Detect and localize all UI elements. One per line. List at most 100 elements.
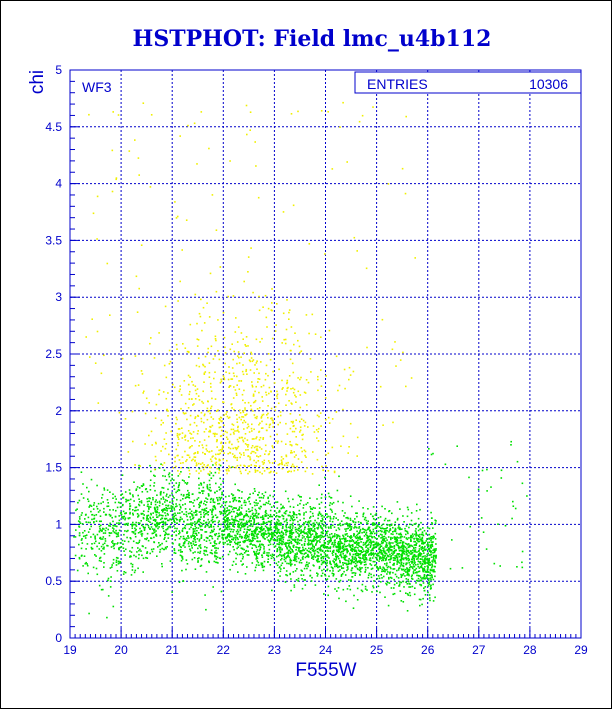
data-point <box>382 550 385 552</box>
data-point <box>280 503 282 506</box>
data-point <box>219 477 221 480</box>
data-point <box>321 514 324 517</box>
data-point <box>402 549 404 552</box>
data-point <box>368 526 371 529</box>
data-point <box>97 502 100 505</box>
data-point <box>256 522 258 525</box>
data-point <box>150 430 153 433</box>
data-point <box>298 533 300 535</box>
data-point <box>135 506 138 508</box>
data-point <box>308 522 311 524</box>
data-point <box>423 547 425 549</box>
data-point <box>236 543 239 546</box>
data-point <box>281 514 283 517</box>
data-point <box>393 547 396 550</box>
data-point <box>254 364 256 366</box>
data-point <box>326 516 328 519</box>
data-point <box>261 337 263 340</box>
data-point <box>196 464 198 466</box>
data-point <box>259 500 261 502</box>
data-point <box>261 472 263 475</box>
data-point <box>189 501 191 503</box>
data-point <box>343 555 346 557</box>
data-point <box>270 538 273 540</box>
data-point <box>187 467 190 469</box>
data-point <box>318 560 321 563</box>
data-point <box>216 516 219 518</box>
data-point <box>125 498 127 501</box>
data-point <box>313 539 316 542</box>
data-point <box>160 423 162 426</box>
data-point <box>181 511 183 513</box>
data-point <box>80 547 83 550</box>
data-point <box>254 504 256 507</box>
data-point <box>316 458 319 461</box>
data-point <box>406 538 409 541</box>
data-point <box>313 431 316 433</box>
data-point <box>261 554 263 556</box>
data-point <box>340 542 342 545</box>
data-point <box>216 556 219 559</box>
data-point <box>254 529 256 531</box>
data-point <box>321 535 324 538</box>
data-point <box>423 548 426 551</box>
data-point <box>210 345 213 348</box>
data-point <box>175 343 178 346</box>
data-point <box>292 512 295 514</box>
data-point <box>235 563 237 565</box>
data-point <box>204 554 206 556</box>
data-point <box>156 523 159 525</box>
data-point <box>187 489 189 492</box>
data-point <box>143 514 145 516</box>
data-point <box>355 560 357 562</box>
data-point <box>178 530 181 532</box>
data-point <box>201 329 203 332</box>
data-point <box>349 422 352 425</box>
data-point <box>332 554 334 556</box>
data-point <box>422 527 424 529</box>
data-point <box>326 546 329 548</box>
data-point <box>404 542 407 545</box>
data-point <box>259 455 262 457</box>
data-point <box>253 520 256 522</box>
data-point <box>243 552 246 554</box>
data-point <box>231 518 233 520</box>
data-point <box>171 542 174 544</box>
data-point <box>292 559 295 561</box>
data-point <box>425 533 428 535</box>
data-point <box>126 530 128 533</box>
data-point <box>317 523 319 525</box>
data-point <box>179 499 182 502</box>
data-point <box>320 501 323 504</box>
data-point <box>398 555 401 558</box>
data-point <box>428 527 431 530</box>
data-point <box>112 542 114 545</box>
data-point <box>210 416 213 418</box>
data-point <box>290 326 293 328</box>
data-point <box>143 526 145 529</box>
data-point <box>348 562 351 565</box>
data-point <box>309 539 312 542</box>
data-point <box>306 561 308 564</box>
data-point <box>235 519 237 522</box>
data-point <box>251 562 254 564</box>
data-point <box>381 542 383 545</box>
data-point <box>430 551 432 554</box>
data-point <box>427 562 430 565</box>
data-point <box>377 530 380 532</box>
data-point <box>86 564 89 567</box>
data-point <box>395 541 398 543</box>
data-point <box>99 556 102 559</box>
data-point <box>185 511 188 513</box>
data-point <box>236 542 238 545</box>
data-point <box>290 452 292 454</box>
data-point <box>177 488 180 491</box>
data-point <box>196 520 199 522</box>
data-point <box>365 552 367 554</box>
data-point <box>250 353 253 355</box>
data-point <box>268 548 271 551</box>
data-point <box>81 523 84 525</box>
data-point <box>384 563 386 565</box>
data-point <box>320 536 322 539</box>
data-point <box>307 524 310 526</box>
